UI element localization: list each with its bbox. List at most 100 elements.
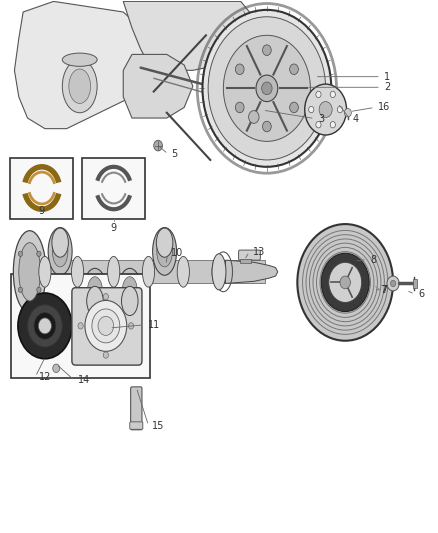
Text: 7: 7 bbox=[380, 285, 386, 295]
Ellipse shape bbox=[212, 254, 226, 290]
Circle shape bbox=[18, 251, 23, 256]
Circle shape bbox=[154, 140, 162, 151]
Circle shape bbox=[235, 64, 244, 75]
Ellipse shape bbox=[39, 256, 51, 287]
Bar bbox=[11, 274, 150, 378]
Circle shape bbox=[103, 294, 109, 300]
Circle shape bbox=[98, 317, 114, 335]
Text: 10: 10 bbox=[171, 248, 184, 259]
PathPatch shape bbox=[14, 2, 158, 128]
Ellipse shape bbox=[152, 228, 177, 275]
Ellipse shape bbox=[122, 277, 138, 308]
Ellipse shape bbox=[142, 256, 155, 287]
Text: 1: 1 bbox=[385, 71, 391, 82]
Circle shape bbox=[391, 280, 396, 287]
Circle shape bbox=[344, 109, 351, 117]
PathPatch shape bbox=[123, 2, 254, 70]
Text: 6: 6 bbox=[418, 289, 424, 299]
Circle shape bbox=[337, 107, 343, 113]
Circle shape bbox=[319, 102, 332, 117]
Circle shape bbox=[256, 75, 278, 102]
Ellipse shape bbox=[52, 228, 68, 257]
Ellipse shape bbox=[212, 256, 224, 287]
Ellipse shape bbox=[13, 231, 46, 313]
Ellipse shape bbox=[118, 268, 142, 316]
Text: 9: 9 bbox=[111, 223, 117, 233]
Bar bbox=[10, 158, 73, 219]
Text: 14: 14 bbox=[78, 375, 90, 385]
Text: 13: 13 bbox=[253, 247, 265, 257]
Circle shape bbox=[28, 305, 62, 347]
Circle shape bbox=[330, 122, 336, 128]
Bar bbox=[82, 158, 145, 219]
FancyBboxPatch shape bbox=[131, 387, 142, 430]
Circle shape bbox=[340, 276, 350, 289]
Circle shape bbox=[34, 313, 56, 339]
Circle shape bbox=[330, 91, 336, 98]
Circle shape bbox=[39, 318, 51, 334]
Bar bbox=[413, 279, 417, 288]
Circle shape bbox=[37, 251, 41, 256]
PathPatch shape bbox=[226, 260, 278, 284]
Bar bbox=[23, 260, 265, 284]
FancyBboxPatch shape bbox=[239, 250, 260, 260]
FancyBboxPatch shape bbox=[72, 288, 142, 365]
Text: 8: 8 bbox=[371, 255, 377, 264]
Circle shape bbox=[128, 322, 134, 329]
Circle shape bbox=[261, 82, 272, 95]
Circle shape bbox=[103, 352, 109, 358]
Circle shape bbox=[37, 287, 41, 293]
Circle shape bbox=[18, 287, 23, 293]
Ellipse shape bbox=[71, 256, 84, 287]
Text: 7: 7 bbox=[381, 285, 387, 295]
Circle shape bbox=[290, 102, 298, 113]
Ellipse shape bbox=[121, 286, 138, 316]
Circle shape bbox=[316, 122, 321, 128]
Ellipse shape bbox=[177, 256, 189, 287]
Circle shape bbox=[18, 293, 72, 359]
Circle shape bbox=[262, 121, 271, 132]
Circle shape bbox=[328, 262, 362, 303]
Circle shape bbox=[316, 91, 321, 98]
Text: 5: 5 bbox=[172, 149, 178, 159]
Ellipse shape bbox=[87, 286, 103, 316]
Ellipse shape bbox=[156, 228, 173, 257]
Circle shape bbox=[223, 35, 311, 141]
Text: 11: 11 bbox=[148, 320, 160, 330]
Ellipse shape bbox=[83, 268, 107, 316]
Circle shape bbox=[208, 17, 325, 160]
Text: 4: 4 bbox=[353, 114, 359, 124]
Circle shape bbox=[249, 111, 259, 123]
Ellipse shape bbox=[108, 256, 120, 287]
FancyBboxPatch shape bbox=[130, 422, 143, 429]
Text: 9: 9 bbox=[39, 206, 45, 215]
Bar bbox=[240, 259, 251, 263]
Text: 2: 2 bbox=[385, 82, 391, 92]
Circle shape bbox=[387, 276, 399, 291]
Ellipse shape bbox=[19, 243, 41, 301]
Ellipse shape bbox=[62, 53, 97, 66]
Ellipse shape bbox=[62, 60, 97, 113]
Ellipse shape bbox=[53, 236, 68, 267]
Circle shape bbox=[309, 107, 314, 113]
Text: 12: 12 bbox=[39, 372, 51, 382]
Circle shape bbox=[235, 102, 244, 113]
Circle shape bbox=[290, 64, 298, 75]
PathPatch shape bbox=[123, 54, 193, 118]
Circle shape bbox=[78, 322, 83, 329]
Ellipse shape bbox=[87, 277, 103, 308]
Text: 3: 3 bbox=[318, 114, 325, 124]
Circle shape bbox=[85, 301, 127, 351]
Ellipse shape bbox=[69, 69, 91, 103]
Text: 16: 16 bbox=[378, 102, 391, 112]
Circle shape bbox=[202, 10, 331, 167]
Ellipse shape bbox=[48, 228, 72, 275]
Circle shape bbox=[262, 45, 271, 55]
Circle shape bbox=[92, 309, 120, 343]
Circle shape bbox=[305, 84, 346, 135]
Text: 15: 15 bbox=[152, 421, 164, 431]
Circle shape bbox=[321, 253, 369, 312]
Circle shape bbox=[53, 364, 60, 373]
Ellipse shape bbox=[157, 236, 173, 267]
Circle shape bbox=[297, 224, 393, 341]
